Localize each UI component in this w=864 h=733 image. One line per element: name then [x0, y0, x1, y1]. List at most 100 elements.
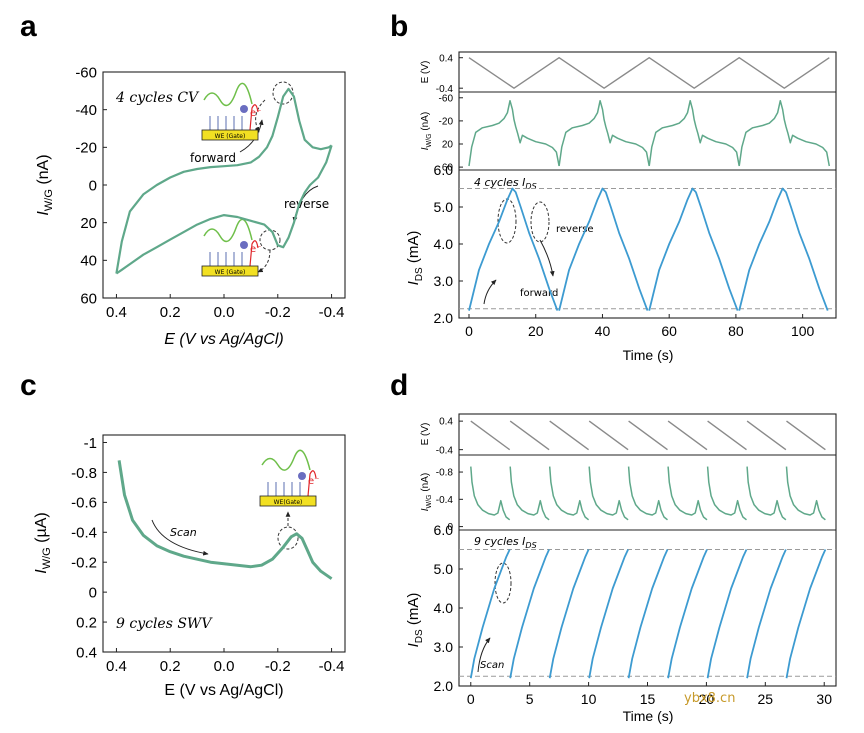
panel-a-schematic-bottom: e⁻ WE (Gate): [201, 218, 261, 277]
panel-b-bottom-ytick-label: 6.0: [434, 162, 454, 178]
panel-b-reverse-arrow: [539, 239, 555, 277]
panel-d-bottom-ytick-label: 3.0: [434, 639, 454, 655]
panel-d-mid-line-cycle-1: [470, 466, 511, 521]
panel-b-bottom-xtick-label: 20: [528, 323, 544, 339]
panel-b-bottom-xtick-label: 0: [465, 323, 473, 339]
panel-a-ytick-label: 40: [80, 253, 97, 270]
panel-b-bottom-line-cycle-1: [468, 187, 559, 311]
panel-a-peak-circle-bottom: [259, 229, 281, 251]
panel-b-bottom-ytick-label: 3.0: [434, 273, 454, 289]
panel-b-bottom-ytick-label: 4.0: [434, 236, 454, 252]
panel-d-mid-ytick-label: 0: [447, 522, 453, 533]
panel-b-mid-ylabel: IW/G (nA): [420, 112, 433, 150]
panel-a-xtick-label: 0.0: [214, 304, 235, 321]
panel-a-cv-forward-line: [115, 87, 333, 274]
panel-c-swv-line: [117, 460, 333, 580]
panel-a-forward-label: forward: [190, 151, 236, 165]
panel-b-ylabel: IDS (mA): [405, 231, 425, 286]
panel-b-forward-label: forward: [520, 288, 558, 299]
panel-a-ytick-label: -20: [75, 140, 97, 157]
panel-b-top-line-cycle-1: [468, 57, 830, 89]
panel-c-ytick-label: 0.2: [76, 614, 97, 631]
panel-b-forward-circle: [497, 198, 517, 244]
panel-d-scan-label: Scan: [480, 660, 504, 671]
panel-d-bottom-xtick-label: 25: [758, 691, 774, 707]
panel-c-schematic: e⁻ WE(Gate): [259, 449, 319, 507]
panel-b-mid-line-cycle-1: [468, 99, 560, 167]
panel-b-bottom-line-cycle-2: [558, 187, 649, 311]
panel-d-top-ylabel: E (V): [420, 423, 431, 446]
panel-d-mid-ylabel: IW/G (nA): [420, 473, 433, 511]
panel-c-xtick-label: -0.4: [319, 658, 345, 675]
panel-d-bottom-ytick-label: 6.0: [434, 522, 454, 538]
panel-d-bottom-line-cycle-1: [469, 549, 511, 679]
panel-a-title: 4 cycles CV: [115, 90, 200, 106]
panel-b-title: 4 cycles IDS: [474, 176, 537, 191]
panel-letter-c: c: [20, 369, 37, 402]
panel-d-bottom-xtick-label: 0: [467, 691, 475, 707]
panel-c-scan-label: Scan: [170, 526, 197, 539]
panel-c-ytick-label: -0.8: [71, 465, 97, 482]
panel-d-bottom-xtick-label: 20: [699, 691, 715, 707]
panel-b-bottom-line-cycle-3: [648, 187, 739, 311]
plot-layer: -60 -40 -20 0 20 40 60 0.4 0.2 0.0 -0.2 -0.4 -1 -0.8 -…: [71, 53, 836, 707]
panel-d-top-line-cycle-3: [549, 420, 590, 451]
svg-text:WE(Gate): WE(Gate): [274, 499, 303, 506]
panel-b-bottom-xtick-label: 100: [791, 323, 815, 339]
panel-b-xlabel: Time (s): [623, 347, 674, 363]
panel-b-reverse-circle: [530, 201, 550, 243]
panel-c-xtick-label: 0.4: [106, 658, 127, 675]
panel-d-mid-line-cycle-8: [746, 466, 787, 521]
panel-a-schematic-top: e⁻ WE (Gate): [201, 82, 261, 141]
panel-d-bottom-line-cycle-8: [746, 549, 787, 679]
panel-a-ylabel: IW/G (nA): [35, 154, 55, 215]
panel-b-mid-ytick-label: -60: [439, 93, 454, 104]
panel-b-mid-line-cycle-2: [558, 99, 650, 167]
panel-a-xtick-label: -0.2: [265, 304, 291, 321]
panel-d-top-line-cycle-2: [509, 420, 550, 451]
panel-b-bottom-xtick-label: 80: [728, 323, 744, 339]
panel-a-ytick-label: 60: [80, 290, 97, 307]
panel-d-bottom-ytick-label: 5.0: [434, 561, 454, 577]
panel-a-ytick-label: 20: [80, 215, 97, 232]
panel-d-mid-ytick-label: -0.4: [436, 495, 454, 506]
panel-d-mid-line-cycle-2: [509, 466, 550, 521]
panel-c-xlabel: E (V vs Ag/AgCl): [164, 682, 283, 699]
panel-a-ytick-label: -40: [75, 102, 97, 119]
panel-d-bottom-line-cycle-3: [548, 549, 590, 679]
panel-b-reverse-label: reverse: [556, 224, 594, 235]
panel-b-mid-line-cycle-3: [648, 99, 740, 167]
panel-b-mid-ytick-label: 60: [442, 163, 454, 174]
panel-a-reverse-label: reverse: [284, 197, 329, 211]
panel-b-bottom-xtick-label: 40: [595, 323, 611, 339]
panel-letter-d: d: [390, 369, 408, 402]
panel-d-mid-line-cycle-4: [588, 466, 629, 521]
panel-c-xtick-label: 0.0: [214, 658, 235, 675]
panel-a-xlabel: E (V vs Ag/AgCl): [164, 331, 283, 348]
panel-d-top-line-cycle-5: [628, 420, 668, 451]
panel-b-bottom-line-cycle-4: [738, 187, 829, 311]
panel-d-top-line-cycle-1: [470, 420, 511, 451]
panel-d-bottom-xtick-label: 15: [640, 691, 656, 707]
panel-d-bottom-line-cycle-6: [667, 549, 708, 679]
panel-d-title: 9 cycles IDS: [474, 535, 537, 550]
panel-a-xtick-label: -0.4: [319, 304, 345, 321]
svg-text:e⁻: e⁻: [250, 244, 261, 255]
panel-a-xtick-label: 0.4: [106, 304, 127, 321]
panel-c-scan-arrow: [151, 519, 209, 556]
panel-b-forward-arrow: [483, 279, 497, 305]
svg-text:e⁻: e⁻: [250, 108, 261, 119]
panel-b-bottom-ytick-label: 2.0: [434, 310, 454, 326]
panel-d-circle: [494, 562, 512, 604]
panel-b-bottom-xtick-label: 60: [661, 323, 677, 339]
panel-c-title: 9 cycles SWV: [116, 616, 213, 632]
panel-d-bottom-xtick-label: 30: [816, 691, 832, 707]
panel-d-mid-line-cycle-6: [667, 466, 708, 521]
panel-d-bottom-ytick-label: 4.0: [434, 600, 454, 616]
panel-a-xtick-label: 0.2: [160, 304, 181, 321]
panel-d-top-line-cycle-9: [786, 420, 826, 451]
panel-letter-b: b: [390, 10, 408, 43]
panel-d-bottom-line-cycle-5: [627, 549, 669, 679]
panel-d-top-line-cycle-7: [707, 420, 747, 451]
